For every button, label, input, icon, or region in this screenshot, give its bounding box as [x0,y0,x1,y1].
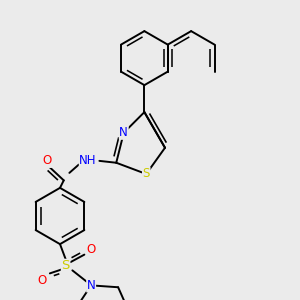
Text: O: O [86,243,96,256]
Text: NH: NH [80,154,97,167]
Text: S: S [142,167,150,181]
Text: O: O [38,274,47,286]
Text: S: S [61,260,70,272]
Text: O: O [42,154,52,167]
Text: N: N [87,279,95,292]
Text: N: N [119,126,128,139]
